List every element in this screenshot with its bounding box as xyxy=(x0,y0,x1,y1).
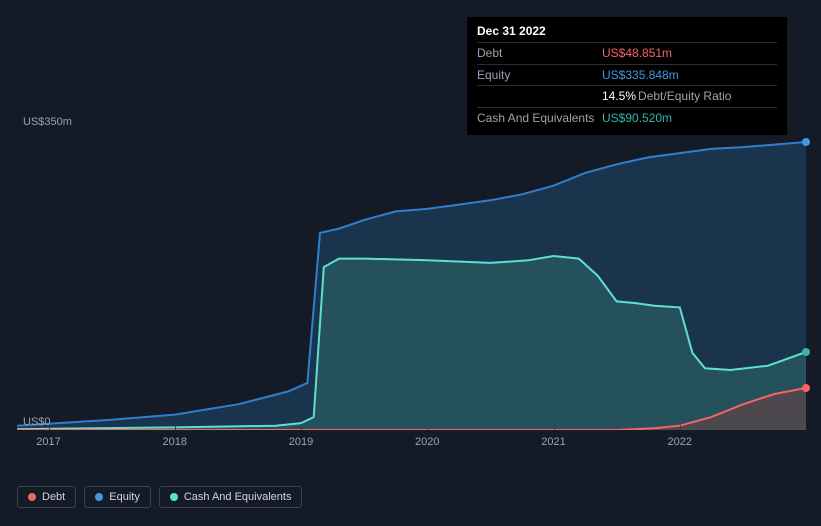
tooltip-date: Dec 31 2022 xyxy=(477,23,777,40)
x-axis-tick-line xyxy=(680,425,681,430)
legend: Debt Equity Cash And Equivalents xyxy=(17,486,302,508)
legend-item-debt[interactable]: Debt xyxy=(17,486,76,508)
data-tooltip: Dec 31 2022 DebtUS$48.851mEquityUS$335.8… xyxy=(467,17,787,135)
x-axis-tick: 2018 xyxy=(163,436,187,448)
tooltip-row: 14.5%Debt/Equity Ratio xyxy=(477,85,777,107)
tooltip-row-value: 14.5%Debt/Equity Ratio xyxy=(602,88,731,105)
series-end-marker-debt xyxy=(802,384,810,392)
tooltip-row-value: US$48.851m xyxy=(602,45,672,62)
legend-label: Equity xyxy=(109,491,140,503)
x-axis-tick-line xyxy=(554,425,555,430)
tooltip-row-label xyxy=(477,88,602,105)
tooltip-row-label: Equity xyxy=(477,67,602,84)
x-axis-tick: 2021 xyxy=(541,436,565,448)
y-axis-label: US$0 xyxy=(23,416,51,428)
x-axis-tick-line xyxy=(427,425,428,430)
legend-label: Cash And Equivalents xyxy=(184,491,292,503)
x-axis: 2017 2018 2019 2020 2021 2022 xyxy=(17,430,806,450)
x-axis-tick: 2022 xyxy=(668,436,692,448)
series-end-marker-cash-and-equivalents xyxy=(802,348,810,356)
tooltip-row-value: US$335.848m xyxy=(602,67,679,84)
chart-svg xyxy=(17,130,806,430)
legend-marker xyxy=(95,493,103,501)
y-axis-label: US$350m xyxy=(23,116,72,128)
x-axis-tick: 2017 xyxy=(36,436,60,448)
x-axis-tick-line xyxy=(175,425,176,430)
legend-item-cash-and-equivalents[interactable]: Cash And Equivalents xyxy=(159,486,303,508)
series-end-marker-equity xyxy=(802,138,810,146)
plot-area[interactable] xyxy=(17,130,806,430)
x-axis-tick-line xyxy=(301,425,302,430)
tooltip-row: DebtUS$48.851m xyxy=(477,42,777,64)
tooltip-row: EquityUS$335.848m xyxy=(477,64,777,86)
legend-marker xyxy=(28,493,36,501)
tooltip-rows: DebtUS$48.851mEquityUS$335.848m14.5%Debt… xyxy=(477,42,777,129)
x-axis-tick: 2019 xyxy=(289,436,313,448)
legend-label: Debt xyxy=(42,491,65,503)
chart-container: 201720182019202020212022 US$350mUS$0 xyxy=(17,120,806,450)
tooltip-row-suffix: Debt/Equity Ratio xyxy=(638,89,731,103)
tooltip-row-label: Debt xyxy=(477,45,602,62)
legend-item-equity[interactable]: Equity xyxy=(84,486,151,508)
legend-marker xyxy=(170,493,178,501)
x-axis-tick: 2020 xyxy=(415,436,439,448)
